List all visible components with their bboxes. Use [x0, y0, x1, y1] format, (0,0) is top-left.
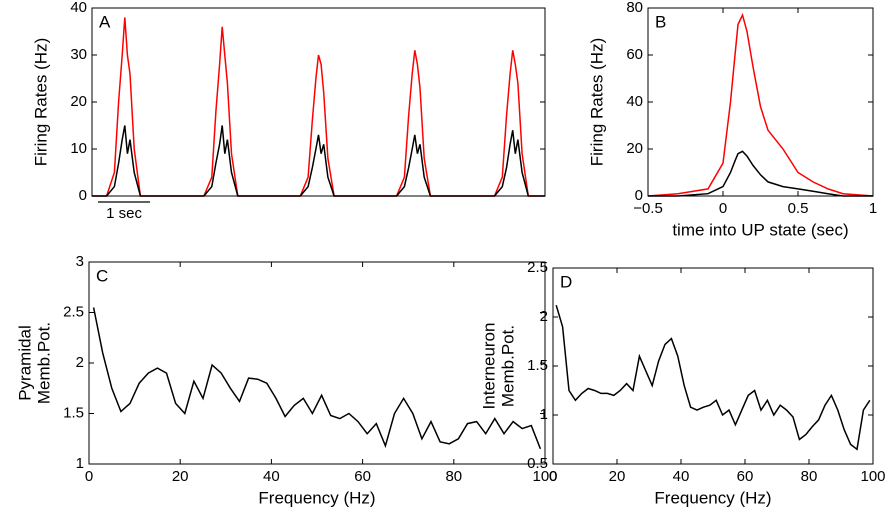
y-tick-label: 0.5 [527, 455, 548, 472]
series-line [92, 125, 545, 197]
y-tick-label: 2 [76, 354, 84, 371]
x-axis-label: Frequency (Hz) [654, 488, 771, 507]
plot-area [648, 8, 873, 196]
y-tick-label: 80 [626, 0, 643, 16]
x-tick-label: 0 [85, 468, 93, 485]
scale-bar-label: 1 sec [106, 205, 142, 222]
y-tick-label: 0 [635, 187, 643, 204]
series-line [648, 150, 873, 197]
panel-label: A [99, 12, 111, 31]
x-tick-label: 80 [801, 468, 818, 485]
x-tick-label: 0.5 [788, 200, 809, 217]
x-axis-label: time into UP state (sec) [672, 220, 848, 239]
y-tick-label: 0 [79, 187, 87, 204]
x-tick-label: 20 [609, 468, 626, 485]
x-tick-label: 20 [172, 468, 189, 485]
y-tick-label: 2.5 [63, 303, 84, 320]
y-tick-label: 20 [626, 140, 643, 157]
plot-frame [647, 7, 874, 197]
x-tick-label: 80 [445, 468, 462, 485]
x-tick-label: 1 [869, 200, 877, 217]
plot-frame [552, 267, 874, 465]
x-tick-label: 60 [737, 468, 754, 485]
series-line [647, 12, 874, 197]
y-tick-label: 1 [76, 455, 84, 472]
series-line [92, 17, 545, 197]
plot-area [553, 268, 873, 464]
panel-label: D [560, 272, 572, 291]
y-axis-label: Memb.Pot. [498, 325, 517, 407]
plot-frame [91, 7, 546, 197]
plot-area [92, 8, 545, 196]
x-tick-label: −0.5 [633, 200, 663, 217]
x-tick-label: 40 [263, 468, 280, 485]
y-tick-label: 30 [70, 46, 87, 63]
y-tick-label: 1.5 [63, 404, 84, 421]
y-tick-label: 40 [626, 93, 643, 110]
y-tick-label: 2 [540, 308, 548, 325]
y-tick-label: 60 [626, 46, 643, 63]
y-tick-label: 10 [70, 140, 87, 157]
y-axis-label: Firing Rates (Hz) [31, 38, 50, 166]
x-tick-label: 100 [860, 468, 885, 485]
x-tick-label: 60 [354, 468, 371, 485]
x-tick-label: 0 [549, 468, 557, 485]
y-tick-label: 1 [540, 406, 548, 423]
x-axis-label: Frequency (Hz) [258, 488, 375, 507]
y-axis-label: Pyramidal [15, 325, 34, 401]
y-tick-label: 40 [70, 0, 87, 16]
plot-frame [88, 261, 546, 465]
series-line [92, 307, 542, 450]
y-axis-label: Firing Rates (Hz) [587, 38, 606, 166]
plot-area [89, 262, 545, 464]
x-tick-label: 100 [532, 468, 557, 485]
y-tick-label: 2.5 [527, 259, 548, 276]
y-axis-label: Interneuron [479, 323, 498, 410]
panel-label: C [96, 266, 108, 285]
y-axis-label: Memb.Pot. [34, 322, 53, 404]
x-tick-label: 0 [719, 200, 727, 217]
panel-label: B [655, 12, 666, 31]
series-line [555, 304, 871, 451]
x-tick-label: 40 [673, 468, 690, 485]
y-tick-label: 1.5 [527, 357, 548, 374]
y-tick-label: 20 [70, 93, 87, 110]
y-tick-label: 3 [76, 253, 84, 270]
